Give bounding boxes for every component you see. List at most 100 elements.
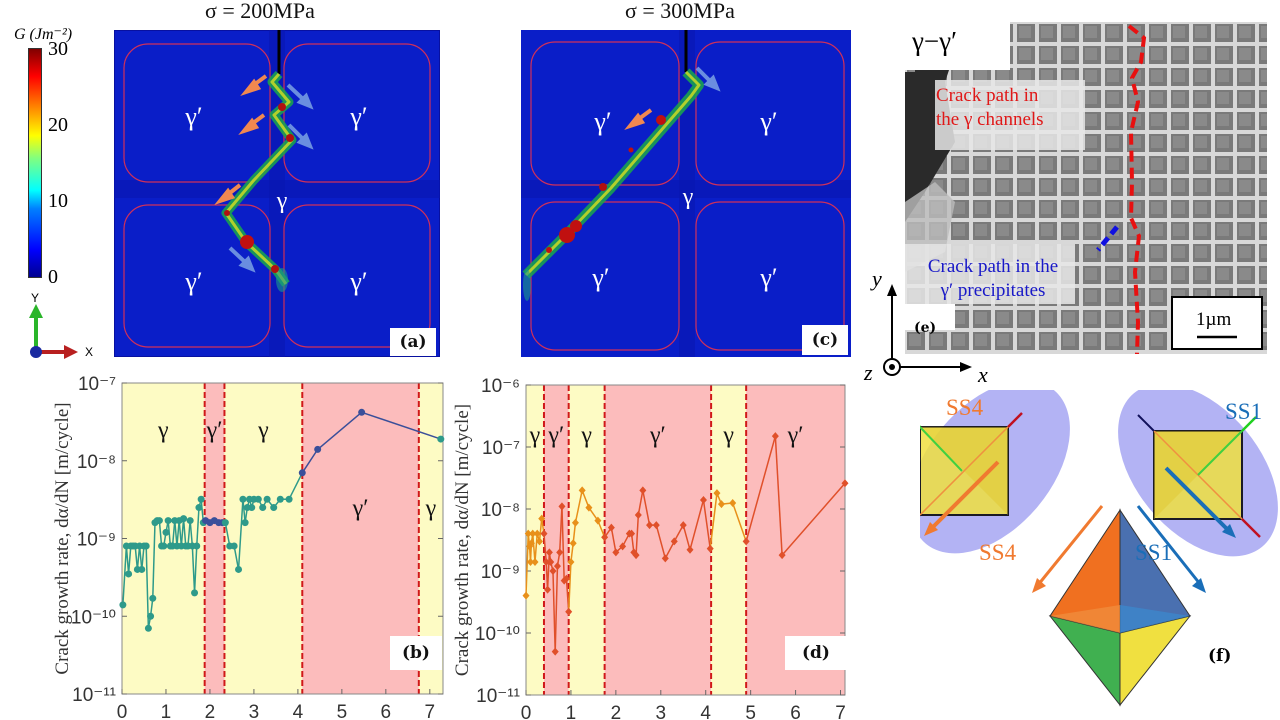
- red-annotation-line: Crack path in: [936, 85, 1039, 106]
- plot-frame: [525, 384, 846, 696]
- data-point: [270, 504, 278, 512]
- series-segment: [122, 545, 128, 605]
- octahedron-icon: [1048, 508, 1192, 707]
- triad-x-label: X: [85, 345, 94, 359]
- panel-label-e: (e): [914, 320, 937, 336]
- region-label: γ: [722, 423, 734, 449]
- data-point: [729, 498, 737, 507]
- data-point: [547, 557, 555, 566]
- x-tick-label: 2: [205, 702, 216, 720]
- blue-annotation: Crack path in the γ′ precipitates: [908, 255, 1078, 303]
- xy-triad-icon: [29, 304, 78, 359]
- x-tick-label: 4: [700, 703, 711, 720]
- data-point: [522, 591, 530, 600]
- phase-label: γ−γ′: [912, 26, 957, 56]
- ss4-label-bottom: SS4: [979, 540, 1017, 565]
- data-point: [558, 502, 566, 511]
- series-segment: [525, 533, 529, 596]
- fe-contour-300mpa: γ′ γ′ γ′ γ′ γ: [521, 30, 851, 357]
- phase-label-box: [905, 22, 1010, 70]
- data-point: [545, 548, 553, 557]
- data-point: [531, 557, 539, 566]
- colorbar-tick-30: 30: [48, 38, 68, 60]
- blue-slip-arrow: [695, 66, 721, 92]
- series-segment: [361, 411, 442, 440]
- data-point: [567, 557, 575, 566]
- y-tick-label: 10⁻¹⁰: [71, 607, 116, 628]
- data-point: [437, 435, 445, 443]
- channel-label: γ: [276, 188, 288, 214]
- data-point: [706, 544, 714, 553]
- data-point: [358, 408, 366, 416]
- triad3d-z-label: z: [864, 360, 873, 385]
- blue-slip-arrow: [228, 83, 314, 273]
- triad-y-label: Y: [31, 291, 40, 305]
- data-point: [571, 518, 579, 527]
- data-point: [197, 495, 205, 503]
- blue-annotation-line: γ′ precipitates: [940, 280, 1046, 301]
- scale-bar-box: [1171, 296, 1263, 350]
- series-segment: [543, 533, 547, 562]
- series-segment: [682, 524, 691, 550]
- series-segment: [127, 545, 132, 575]
- region-label: γ: [257, 418, 269, 444]
- data-point: [162, 528, 170, 536]
- precipitate-outline: [123, 204, 271, 348]
- region-gamma: [122, 383, 205, 694]
- region-gamma: [526, 385, 544, 695]
- data-point: [524, 529, 532, 538]
- x-tick-label: 1: [161, 702, 172, 720]
- series-segment: [664, 541, 675, 559]
- data-point: [125, 570, 133, 578]
- precipitate-label: γ′: [759, 263, 777, 292]
- data-point: [551, 647, 559, 656]
- data-point: [119, 601, 127, 609]
- x-tick-label: 0: [117, 702, 128, 720]
- data-point: [699, 495, 707, 504]
- data-point: [314, 445, 322, 453]
- ss4-label-top: SS4: [946, 395, 984, 420]
- data-point: [634, 511, 642, 520]
- colorbar-tick-10: 10: [48, 190, 68, 212]
- data-point: [535, 537, 543, 546]
- series-segment: [152, 522, 156, 599]
- data-point: [542, 557, 550, 566]
- series-segment: [158, 520, 163, 547]
- series-segment: [781, 482, 846, 556]
- chart-b: γ γ′ γ γ′ γ 10⁻¹¹ 10⁻¹⁰ 10⁻⁹ 10⁻⁸ 10⁻⁷ 0 1 2 3 4 5 6 7 Cra…: [52, 374, 445, 720]
- y-tick-label: 10⁻¹¹: [72, 685, 116, 706]
- y-axis-label: Crack growth rate, dα/dN [m/cycle]: [452, 404, 473, 676]
- data-point: [142, 542, 150, 550]
- series-segment: [597, 520, 606, 538]
- x-tick-label: 6: [381, 702, 392, 720]
- triad3d-y-label: y: [872, 266, 882, 291]
- x-tick-label: 0: [521, 703, 532, 720]
- red-annotation-line: the γ channels: [936, 109, 1044, 130]
- data-point: [263, 495, 271, 503]
- data-point: [556, 548, 564, 557]
- series-segment: [745, 435, 777, 542]
- precipitate-label: γ′: [184, 102, 202, 131]
- region-gamma-prime: [204, 383, 225, 694]
- region-gamma: [711, 385, 747, 695]
- slip-system-diagram: [920, 390, 1278, 707]
- ss1-label-top: SS1: [1225, 399, 1263, 424]
- panel-label-f: (f): [1208, 646, 1232, 666]
- y-tick-label: 10⁻⁸: [481, 500, 520, 521]
- data-point: [138, 565, 146, 573]
- y-tick-label: 10⁻⁹: [77, 530, 116, 551]
- panel-label-d: (d): [785, 636, 847, 670]
- colorbar: [28, 48, 42, 278]
- data-point: [630, 548, 638, 557]
- series-segment: [689, 499, 705, 550]
- precipitate-label: γ′: [184, 267, 202, 296]
- ss4-unit-cell: [920, 390, 1070, 554]
- colorbar-label: G (Jm⁻²): [14, 26, 73, 43]
- series-segment: [574, 490, 583, 523]
- data-point: [628, 529, 636, 538]
- data-point: [646, 521, 654, 530]
- data-point: [578, 486, 586, 495]
- data-point: [235, 565, 243, 573]
- data-point: [565, 607, 573, 616]
